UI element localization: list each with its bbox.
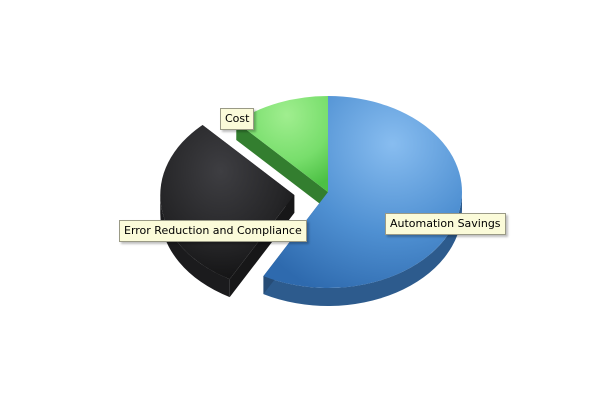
slice-label-cost: Cost xyxy=(220,108,255,130)
slice-side-error-reduction-and-compliance xyxy=(160,194,230,298)
slice-label-error-reduction-and-compliance: Error Reduction and Compliance xyxy=(119,220,307,242)
slice-side-automation-savings xyxy=(263,192,462,306)
slice-face-cost-0 xyxy=(236,122,328,210)
slice-cost xyxy=(236,96,328,192)
slice-automation-savings xyxy=(263,96,463,288)
slice-label-automation-savings: Automation Savings xyxy=(385,213,506,235)
